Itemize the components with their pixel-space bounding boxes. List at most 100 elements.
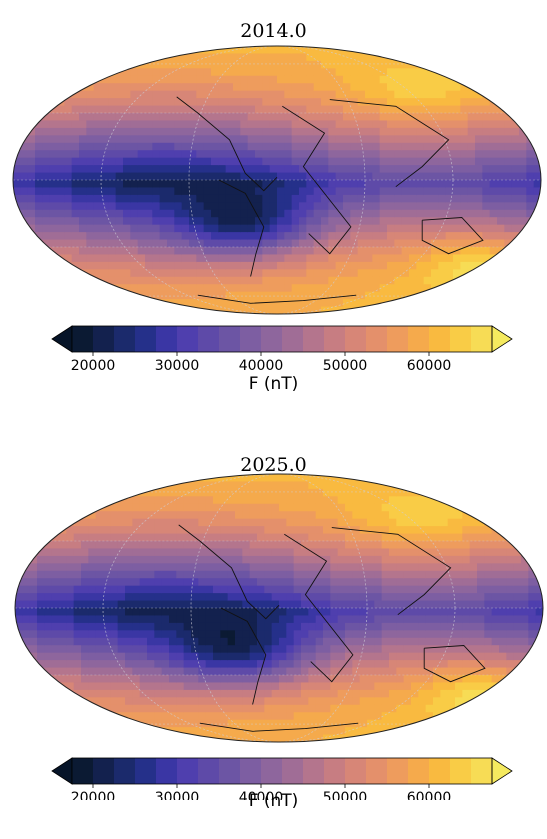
field-cell — [389, 496, 398, 505]
field-cell — [343, 75, 352, 84]
field-cell — [482, 172, 491, 181]
field-cell — [482, 127, 491, 137]
field-cell — [301, 704, 310, 713]
field-cell — [211, 113, 220, 122]
field-cell — [225, 217, 234, 226]
field-cell — [277, 165, 286, 174]
field-cell — [445, 150, 454, 159]
field-cell — [71, 98, 80, 107]
field-cell — [44, 667, 53, 676]
field-cell — [286, 600, 295, 609]
field-cell — [257, 675, 266, 684]
field-cell — [132, 496, 141, 505]
field-cell — [460, 217, 469, 226]
field-cell — [291, 306, 300, 314]
field-cell — [218, 120, 227, 129]
field-cell — [211, 75, 220, 84]
field-cell — [233, 172, 242, 181]
field-cell — [169, 488, 178, 498]
field-cell — [181, 276, 190, 285]
field-cell — [103, 652, 112, 661]
field-cell — [497, 187, 506, 196]
field-cell — [462, 660, 471, 669]
field-cell — [205, 682, 214, 691]
field-cell — [176, 585, 185, 594]
field-cell — [482, 142, 491, 151]
field-cell — [196, 187, 205, 196]
field-cell — [367, 518, 376, 527]
field-cell — [174, 142, 183, 151]
field-cell — [462, 697, 471, 706]
field-cell — [425, 622, 434, 632]
field-cell — [460, 127, 469, 137]
field-cell — [330, 689, 339, 699]
field-cell — [152, 83, 161, 92]
field-cell — [345, 689, 354, 699]
field-cell — [257, 704, 266, 713]
field-cell — [374, 615, 383, 624]
field-cell — [299, 90, 308, 99]
field-cell — [359, 712, 368, 721]
field-cell — [95, 660, 104, 669]
field-cell — [125, 503, 134, 512]
field-cell — [152, 165, 161, 174]
field-cell — [394, 261, 403, 271]
field-cell — [132, 578, 141, 587]
field-cell — [526, 180, 535, 189]
field-cell — [301, 608, 310, 617]
field-cell — [189, 261, 198, 271]
field-cell — [44, 563, 53, 572]
field-cell — [277, 157, 286, 166]
field-cell — [103, 615, 112, 624]
field-cell — [242, 630, 251, 639]
field-cell — [64, 194, 73, 204]
field-cell — [189, 150, 198, 159]
field-cell — [181, 232, 190, 241]
field-cell — [227, 600, 236, 609]
field-cell — [477, 541, 486, 550]
field-cell — [108, 90, 117, 99]
field-cell — [367, 548, 376, 557]
field-cell — [497, 180, 506, 189]
field-cell — [123, 217, 132, 226]
field-cell — [191, 660, 200, 669]
field-cell — [269, 98, 278, 107]
field-cell — [152, 105, 161, 114]
field-cell — [372, 247, 381, 256]
field-cell — [271, 734, 280, 742]
field-cell — [167, 202, 176, 211]
field-cell — [235, 682, 244, 691]
field-cell — [240, 68, 249, 77]
field-cell — [271, 719, 280, 728]
field-cell — [79, 142, 88, 151]
field-cell — [191, 481, 200, 490]
field-cell — [357, 217, 366, 226]
field-cell — [291, 224, 300, 233]
field-cell — [299, 135, 308, 144]
field-cell — [247, 105, 256, 114]
field-cell — [108, 120, 117, 129]
field-cell — [51, 541, 60, 550]
field-cell — [425, 637, 434, 646]
field-cell — [103, 675, 112, 684]
field-cell — [117, 578, 126, 587]
field-cell — [22, 570, 31, 579]
field-cell — [337, 689, 346, 699]
field-cell — [233, 187, 242, 196]
field-cell — [225, 98, 234, 107]
field-cell — [269, 105, 278, 114]
field-cell — [323, 563, 332, 572]
field-cell — [504, 157, 513, 166]
field-cell — [247, 83, 256, 92]
field-cell — [401, 180, 410, 189]
field-cell — [110, 675, 119, 684]
field-cell — [220, 496, 229, 505]
field-cell — [447, 675, 456, 684]
field-cell — [418, 526, 427, 535]
field-cell — [57, 135, 66, 144]
field-cell — [284, 83, 293, 92]
field-cell — [365, 105, 374, 114]
field-cell — [343, 232, 352, 241]
field-cell — [315, 637, 324, 646]
field-cell — [308, 608, 317, 617]
